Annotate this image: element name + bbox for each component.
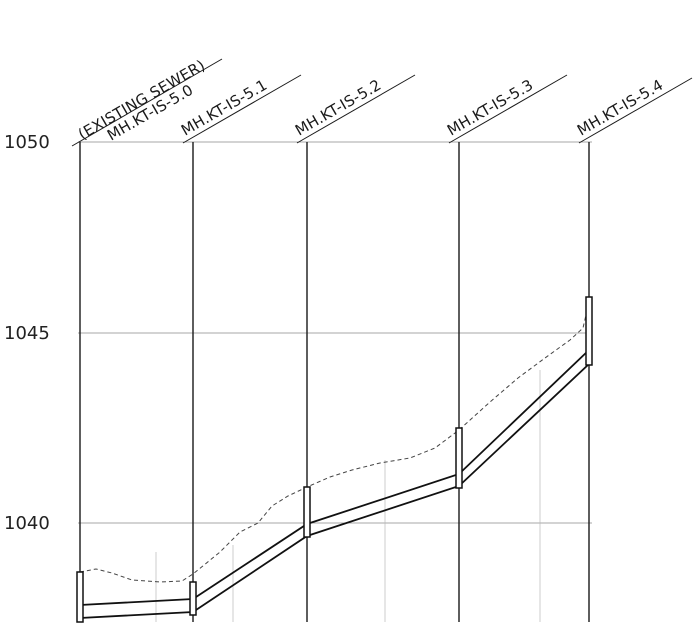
- manhole-label-mh-5-1: MH.KT-IS-5.1: [178, 76, 270, 140]
- manhole-mh-5-0: [76, 571, 84, 623]
- manhole-mh-5-1: [189, 581, 197, 616]
- minor-grid: [155, 370, 541, 622]
- pipe-top-edge: [79, 349, 590, 606]
- existing-ground-profile: [79, 301, 590, 583]
- manhole-label-mh-5-4: MH.KT-IS-5.4: [574, 76, 666, 140]
- manhole-labels: (EXISTING SEWER) MH.KT-IS-5.0 MH.KT-IS-5…: [71, 56, 693, 147]
- label-underline: [578, 77, 693, 144]
- label-underline: [71, 58, 223, 147]
- manhole-mh-5-2: [303, 486, 311, 538]
- manhole-station-lines: [79, 142, 590, 622]
- label-underline: [448, 74, 568, 144]
- manhole-label-mh-5-3: MH.KT-IS-5.3: [444, 76, 536, 140]
- manhole-label-mh-5-2: MH.KT-IS-5.2: [292, 76, 384, 140]
- label-underline: [182, 74, 302, 144]
- manhole-structures: [76, 296, 593, 623]
- elevation-label-1050: 1050: [4, 132, 50, 153]
- elevation-label-1045: 1045: [4, 323, 50, 344]
- pipe-bottom-edge: [79, 363, 590, 619]
- elevation-grid: [78, 141, 592, 524]
- elevation-label-1040: 1040: [4, 513, 50, 534]
- label-underline: [296, 74, 416, 144]
- sewer-pipe: [79, 349, 590, 619]
- manhole-mh-5-4: [585, 296, 593, 366]
- manhole-mh-5-3: [455, 427, 463, 489]
- elevation-labels: 1050 1045 1040: [4, 132, 50, 534]
